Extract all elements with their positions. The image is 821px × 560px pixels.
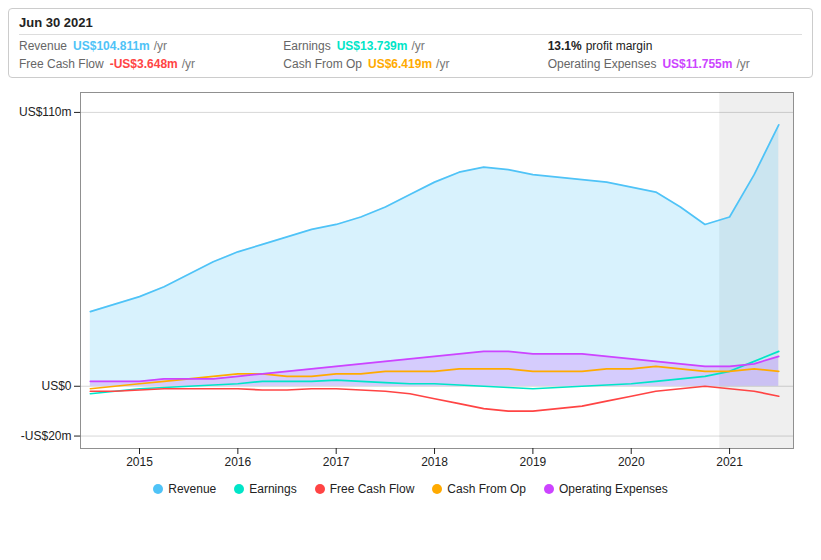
html-text:Cash From Op: Cash From Op [447,482,526,496]
html-text:13.1% profit margin: 13.1% profit margin [547,39,653,53]
svg-text:2021: 2021 [716,455,743,469]
html-text:Jun 30 2021: Jun 30 2021 [19,15,93,30]
html-text:US$6.419m /yr: US$6.419m /yr [368,57,450,71]
svg-text:-US$20m: -US$20m [21,429,72,443]
html-text:Revenue: Revenue [168,482,217,496]
html-text:Free Cash Flow: Free Cash Flow [19,57,104,71]
html-text:US$13.739m /yr: US$13.739m /yr [336,39,425,53]
html-text:Cash From Op: Cash From Op [283,57,362,71]
svg-text:2016: 2016 [225,455,252,469]
html-text:-US$3.648m /yr: -US$3.648m /yr [109,57,196,71]
svg-text:2017: 2017 [323,455,350,469]
html-text:Operating Expenses: Operating Expenses [547,57,657,71]
svg-text:2019: 2019 [520,455,547,469]
html-text:Earnings: Earnings [249,482,297,496]
html-text:US$104.811m /yr: US$104.811m /yr [73,39,168,53]
svg-text:2015: 2015 [126,455,153,469]
svg-text:US$0: US$0 [41,379,71,393]
html-text:Free Cash Flow: Free Cash Flow [329,482,415,496]
html-text:US$11.755m /yr: US$11.755m /yr [662,57,750,71]
html-text:Operating Expenses: Operating Expenses [559,482,668,496]
svg-text:2020: 2020 [618,455,645,469]
html-text:Earnings: Earnings [283,39,331,53]
svg-text:US$110m: US$110m [19,105,71,119]
html-text:Revenue: Revenue [19,39,67,53]
svg-text:2018: 2018 [421,455,448,469]
